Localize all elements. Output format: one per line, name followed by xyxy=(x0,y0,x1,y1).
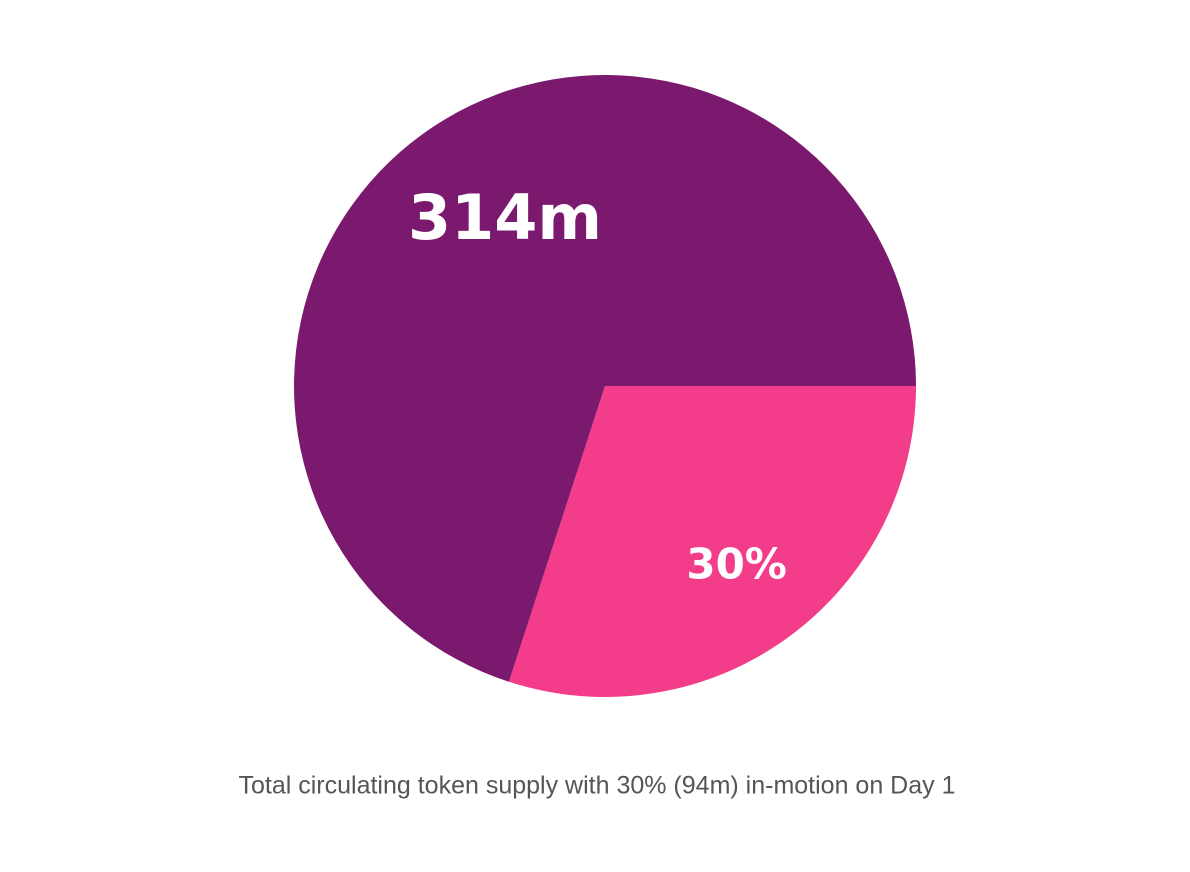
pie-slice xyxy=(294,74,916,682)
total-label: 314m xyxy=(408,181,602,254)
slice-label: 30% xyxy=(686,540,787,589)
caption: Total circulating token supply with 30% … xyxy=(238,772,955,800)
pie-slice xyxy=(508,386,916,697)
